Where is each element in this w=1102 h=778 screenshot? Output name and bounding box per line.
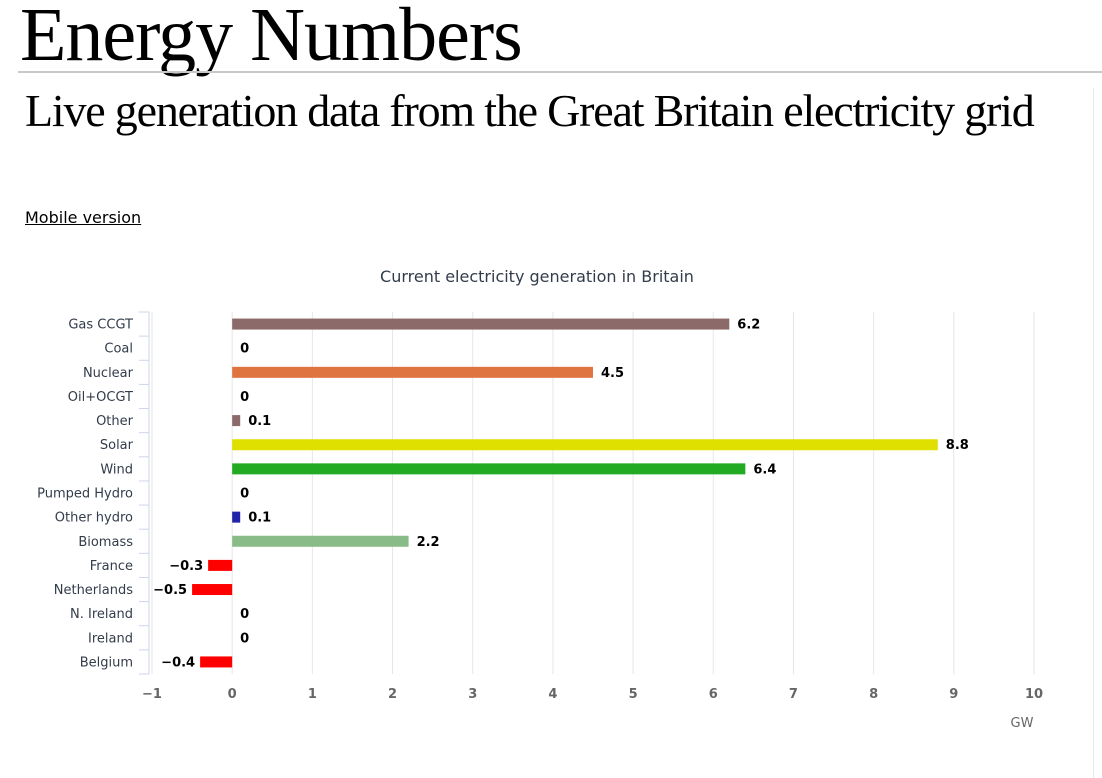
bar: [232, 366, 593, 378]
title-divider: [18, 71, 1102, 73]
x-tick-label: 4: [548, 687, 557, 702]
data-label: 0.1: [248, 511, 271, 526]
gridlines: [151, 312, 1035, 674]
category-label: Biomass: [78, 535, 133, 550]
category-label: N. Ireland: [70, 607, 133, 622]
category-label: Solar: [100, 438, 134, 453]
x-tick-label: 3: [468, 687, 477, 702]
category-label: Nuclear: [83, 366, 134, 381]
axes: −1 0 1 2 3 4 5 6 7 8 9 10 Gas CCGT Coal Nuclear Oil+OCG…: [37, 311, 1043, 702]
data-label: −0.3: [169, 559, 203, 574]
x-tick-label: 2: [388, 687, 397, 702]
x-tick-label: 0: [228, 687, 237, 702]
mobile-version-link[interactable]: Mobile version: [25, 208, 142, 227]
data-label: 2.2: [417, 535, 440, 550]
bar: [192, 584, 233, 596]
data-label: −0.4: [161, 655, 195, 670]
data-label: 0: [240, 390, 249, 405]
data-label: 0: [240, 607, 249, 622]
category-label: Oil+OCGT: [68, 390, 133, 405]
x-tick-label: 9: [949, 687, 958, 702]
category-label: Netherlands: [54, 583, 133, 598]
bar: [232, 535, 409, 547]
category-label: Gas CCGT: [68, 318, 133, 333]
bar: [232, 318, 730, 330]
x-tick-label: 10: [1025, 687, 1043, 702]
data-label: 0.1: [248, 414, 271, 429]
data-label: 0: [240, 487, 249, 502]
content-border: [1093, 88, 1094, 778]
data-label: 4.5: [601, 366, 624, 381]
category-label: Coal: [104, 342, 133, 357]
chart-title: Current electricity generation in Britai…: [380, 267, 694, 286]
bar: [232, 415, 241, 427]
x-tick-label: 1: [308, 687, 317, 702]
generation-bar-chart: Current electricity generation in Britai…: [37, 267, 1043, 731]
category-label: Other: [96, 414, 134, 429]
page-subtitle: Live generation data from the Great Brit…: [25, 85, 1035, 136]
data-label: −0.5: [153, 583, 187, 598]
bars: [192, 318, 938, 668]
category-label: Wind: [100, 462, 133, 477]
x-tick-label: 7: [789, 687, 798, 702]
x-axis-title: GW: [1011, 716, 1034, 731]
category-label: Other hydro: [55, 511, 133, 526]
bar: [200, 656, 233, 668]
bar: [232, 463, 746, 475]
data-label: 6.4: [753, 462, 776, 477]
category-label: France: [90, 559, 133, 574]
bar: [208, 559, 233, 571]
data-labels: 6.2 0 4.5 0 0.1 8.8 6.4 0 0.1 2.2 −0.3 −0.5 0 0 −0.4: [153, 318, 969, 671]
data-label: 0: [240, 342, 249, 357]
category-label: Belgium: [80, 655, 133, 670]
x-tick-label: 6: [709, 687, 718, 702]
category-label: Ireland: [88, 631, 133, 646]
data-label: 0: [240, 631, 249, 646]
site-title: Energy Numbers: [20, 0, 523, 77]
data-label: 6.2: [737, 318, 760, 333]
category-label: Pumped Hydro: [37, 487, 133, 502]
bar: [232, 439, 938, 451]
x-tick-label: −1: [142, 687, 162, 702]
bar: [232, 511, 241, 523]
data-label: 8.8: [946, 438, 969, 453]
x-tick-label: 5: [629, 687, 638, 702]
x-tick-label: 8: [869, 687, 878, 702]
